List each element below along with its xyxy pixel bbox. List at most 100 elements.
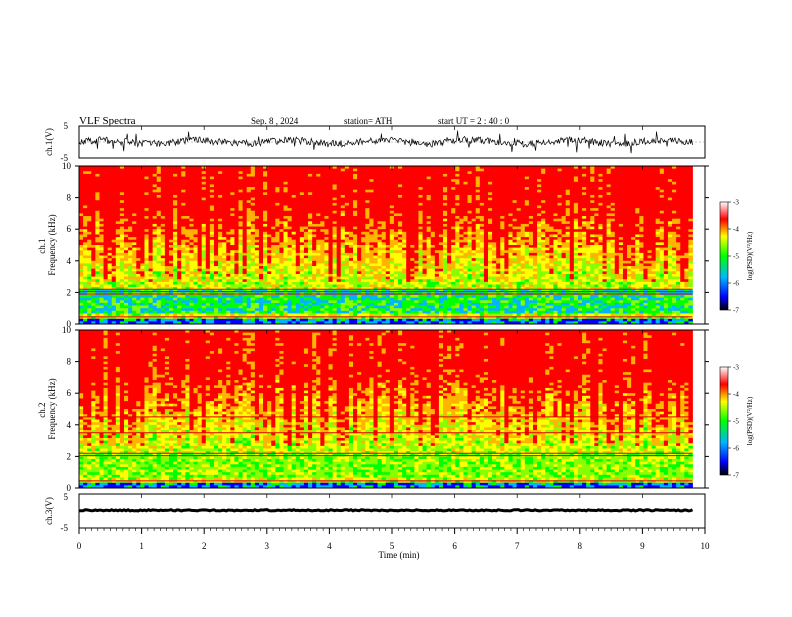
spectrogram-cell — [149, 187, 153, 190]
spectrogram-cell — [108, 248, 112, 251]
spectrogram-cell — [308, 200, 312, 203]
spectrogram-cell — [136, 174, 140, 177]
spectrogram-cell — [95, 211, 99, 214]
spectrogram-cell — [492, 192, 496, 195]
spectrogram-cell — [553, 227, 557, 230]
spectrogram-cell — [500, 227, 504, 230]
spectrogram-cell — [558, 182, 562, 185]
spectrogram-cell — [639, 169, 643, 172]
spectrogram-cell — [292, 187, 296, 190]
spectrogram-cell — [337, 219, 341, 222]
spectrogram-cell — [398, 221, 402, 224]
spectrogram-cell — [672, 190, 676, 193]
spectrogram-cell — [324, 216, 328, 219]
spectrogram-cell — [308, 237, 312, 240]
spectrogram-cell — [652, 190, 656, 193]
spectrogram-cell — [333, 237, 337, 240]
spectrogram-cell — [647, 213, 651, 216]
spectrogram-cell — [108, 177, 112, 180]
spectrogram-cell — [255, 177, 259, 180]
spectrogram-cell — [369, 171, 373, 174]
spectrogram-cell — [394, 206, 398, 209]
spectrogram-cell — [631, 240, 635, 243]
spectrogram-cell — [660, 174, 664, 177]
spectrogram-cell — [656, 216, 660, 219]
spectrogram-cell — [79, 184, 83, 187]
spectrogram-cell — [431, 213, 435, 216]
spectrogram-cell — [513, 232, 517, 235]
spectrogram-cell — [566, 208, 570, 211]
spectrogram-cell — [279, 219, 283, 222]
spectrogram-cell — [435, 213, 439, 216]
spectrogram-cell — [688, 224, 692, 227]
spectrogram-cell — [357, 190, 361, 193]
spectrogram-cell — [607, 232, 611, 235]
spectrogram-cell — [279, 240, 283, 243]
spectrogram-cell — [104, 234, 108, 237]
spectrogram-cell — [124, 237, 128, 240]
spectrogram-cell — [521, 206, 525, 209]
spectrogram-cell — [333, 198, 337, 201]
spectrogram-cell — [414, 182, 418, 185]
spectrogram-cell — [660, 208, 664, 211]
spectrogram-cell — [484, 179, 488, 182]
spectrogram-cell — [365, 200, 369, 203]
spectrogram-cell — [521, 234, 525, 237]
spectrogram-cell — [574, 208, 578, 211]
spectrogram-cell — [316, 242, 320, 245]
spectrogram-cell — [169, 234, 173, 237]
spectrogram-cell — [292, 232, 296, 235]
spectrogram-cell — [631, 184, 635, 187]
spectrogram-cell — [382, 198, 386, 201]
spectrogram-cell — [185, 227, 189, 230]
spectrogram-cell — [549, 237, 553, 240]
spectrogram-cell — [386, 200, 390, 203]
spectrogram-cell — [198, 184, 202, 187]
spectrogram-cell — [652, 208, 656, 211]
spectrogram-cell — [549, 221, 553, 224]
spectrogram-cell — [353, 211, 357, 214]
spectrogram-cell — [283, 195, 287, 198]
spectrogram-cell — [406, 216, 410, 219]
spectrogram-cell — [353, 169, 357, 172]
spectrogram-cell — [177, 192, 181, 195]
spectrogram-cell — [574, 200, 578, 203]
spectrogram-cell — [427, 192, 431, 195]
spectrogram-cell — [443, 184, 447, 187]
spectrogram-cell — [472, 229, 476, 232]
spectrogram-cell — [463, 195, 467, 198]
spectrogram-cell — [504, 240, 508, 243]
spectrogram-cell — [590, 213, 594, 216]
spectrogram-cell — [431, 206, 435, 209]
spectrogram-cell — [251, 171, 255, 174]
spectrogram-cell — [680, 221, 684, 224]
spectrogram-cell — [267, 171, 271, 174]
spectrogram-cell — [611, 190, 615, 193]
spectrogram-cell — [365, 250, 369, 253]
spectrogram-cell — [144, 224, 148, 227]
spectrogram-cell — [615, 227, 619, 230]
spectrogram-cell — [459, 171, 463, 174]
spectrogram-cell — [603, 229, 607, 232]
spectrogram-cell — [124, 245, 128, 248]
spectrogram-cell — [210, 179, 214, 182]
spectrogram-cell — [480, 177, 484, 180]
spectrogram-cell — [173, 192, 177, 195]
spectrogram-cell — [353, 192, 357, 195]
spectrogram-cell — [271, 250, 275, 253]
spectrogram-cell — [607, 216, 611, 219]
spectrogram-cell — [525, 248, 529, 251]
spectrogram-cell — [607, 182, 611, 185]
spectrogram-cell — [95, 200, 99, 203]
spectrogram-cell — [631, 179, 635, 182]
spectrogram-cell — [333, 195, 337, 198]
spectrogram-cell — [108, 232, 112, 235]
spectrogram-cell — [414, 174, 418, 177]
spectrogram-cell — [574, 229, 578, 232]
spectrogram-cell — [500, 200, 504, 203]
spectrogram-cell — [443, 208, 447, 211]
spectrogram-cell — [639, 208, 643, 211]
spectrogram-cell — [361, 229, 365, 232]
spectrogram-cell — [157, 227, 161, 230]
spectrogram-cell — [378, 198, 382, 201]
